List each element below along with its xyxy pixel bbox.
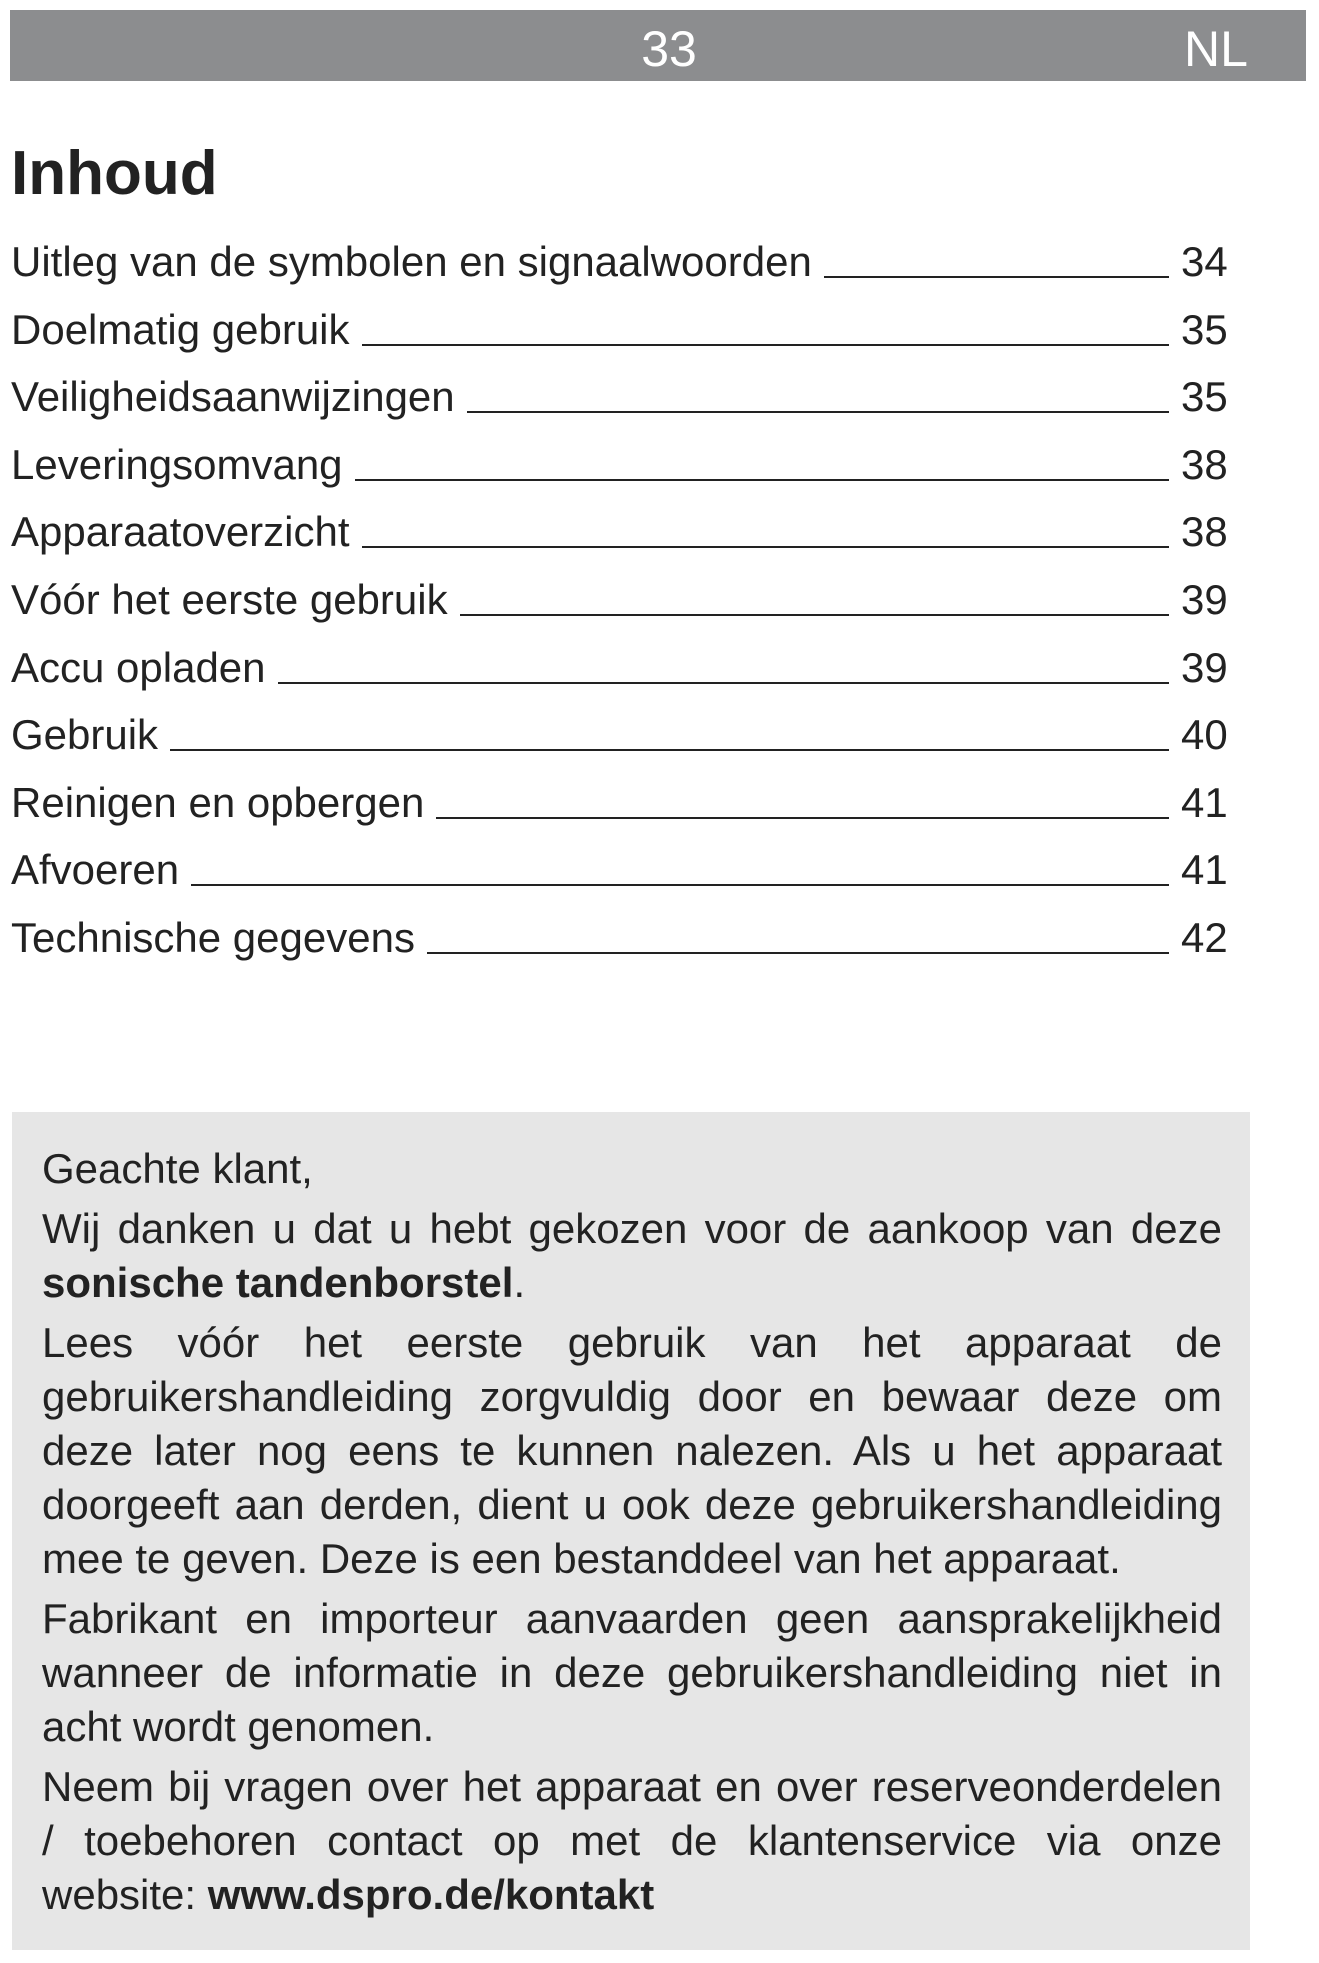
leader-line bbox=[823, 276, 1169, 278]
toc-page: 41 bbox=[1181, 778, 1228, 826]
toc-page: 39 bbox=[1181, 575, 1228, 623]
toc-page: 42 bbox=[1181, 913, 1228, 961]
toc-title: Apparaatoverzicht bbox=[11, 508, 350, 556]
toc-entry: Doelmatig gebruik 35 bbox=[11, 306, 1241, 374]
toc-title: Leveringsomvang bbox=[11, 440, 343, 488]
paragraph: Wij danken u dat u hebt gekozen voor de … bbox=[42, 1202, 1222, 1310]
toc-title: Doelmatig gebruik bbox=[11, 305, 350, 353]
title: Inhoud bbox=[11, 139, 218, 208]
bold-text: www.dspro.de/kontakt bbox=[207, 1871, 655, 1918]
leader-line bbox=[354, 478, 1169, 481]
toc-title: Gebruik bbox=[11, 711, 159, 759]
paragraph: Neem bij vragen over het apparaat en ove… bbox=[42, 1760, 1222, 1922]
paragraph: Fabrikant en importeur aanvaarden geen a… bbox=[42, 1592, 1222, 1754]
toc-page: 35 bbox=[1181, 373, 1228, 421]
toc-entry: Vóór het eerste gebruik 39 bbox=[11, 576, 1241, 644]
greeting: Geachte klant, bbox=[42, 1145, 313, 1192]
paragraph: Lees vóór het eerste gebruik van het app… bbox=[42, 1316, 1222, 1586]
table-of-contents: Uitleg van de symbolen en signaalwoorden… bbox=[11, 238, 1241, 982]
header-bar: 33 NL bbox=[10, 10, 1306, 81]
toc-entry: Apparaatoverzicht 38 bbox=[11, 508, 1241, 576]
toc-entry: Veiligheidsaanwijzingen 35 bbox=[11, 373, 1241, 441]
toc-title: Afvoeren bbox=[11, 846, 180, 894]
toc-title: Technische gegevens bbox=[11, 913, 415, 961]
text: Fabrikant en importeur aanvaarden geen a… bbox=[42, 1595, 1234, 1750]
toc-page: 35 bbox=[1181, 305, 1228, 353]
leader-line bbox=[361, 546, 1169, 549]
toc-entry: Afvoeren 41 bbox=[11, 846, 1241, 914]
toc-page: 34 bbox=[1181, 238, 1228, 285]
toc-page: 39 bbox=[1181, 643, 1228, 691]
leader-line bbox=[191, 884, 1169, 887]
toc-page: 38 bbox=[1181, 440, 1228, 488]
toc-page: 38 bbox=[1181, 508, 1228, 556]
leader-line bbox=[170, 749, 1169, 752]
toc-page: 40 bbox=[1181, 711, 1228, 759]
text: Lees vóór het eerste gebruik van het app… bbox=[42, 1319, 1234, 1582]
leader-line bbox=[361, 343, 1169, 346]
toc-entry: Technische gegevens 42 bbox=[11, 914, 1241, 982]
toc-title: Accu opladen bbox=[11, 643, 266, 691]
leader-line bbox=[466, 411, 1169, 414]
toc-entry: Reinigen en opbergen 41 bbox=[11, 779, 1241, 847]
language: NL bbox=[1184, 21, 1248, 77]
leader-line bbox=[436, 816, 1169, 819]
toc-title: Reinigen en opbergen bbox=[11, 778, 425, 826]
text: . bbox=[513, 1259, 526, 1306]
toc-title: Uitleg van de symbolen en signaalwoorden bbox=[11, 238, 812, 285]
text: Neem bij vragen over het apparaat en ove… bbox=[42, 1763, 1234, 1918]
text: Wij danken u dat u hebt gekozen voor de … bbox=[42, 1205, 1234, 1252]
leader-line bbox=[426, 951, 1169, 954]
leader-line bbox=[459, 613, 1169, 616]
leader-line bbox=[277, 681, 1169, 684]
toc-page: 41 bbox=[1181, 846, 1228, 894]
toc-entry: Accu opladen 39 bbox=[11, 644, 1241, 712]
toc-entry: Gebruik 40 bbox=[11, 711, 1241, 779]
page-number: 33 bbox=[641, 21, 697, 77]
toc-title: Vóór het eerste gebruik bbox=[11, 575, 448, 623]
toc-title: Veiligheidsaanwijzingen bbox=[11, 373, 455, 421]
notice-box: Geachte klant, Wij danken u dat u hebt g… bbox=[12, 1112, 1250, 1950]
notice-text: Geachte klant, Wij danken u dat u hebt g… bbox=[42, 1142, 1222, 1928]
bold-text: sonische tandenborstel bbox=[42, 1259, 514, 1306]
toc-entry: Uitleg van de symbolen en signaalwoorden… bbox=[11, 238, 1241, 306]
toc-entry: Leveringsomvang 38 bbox=[11, 441, 1241, 509]
